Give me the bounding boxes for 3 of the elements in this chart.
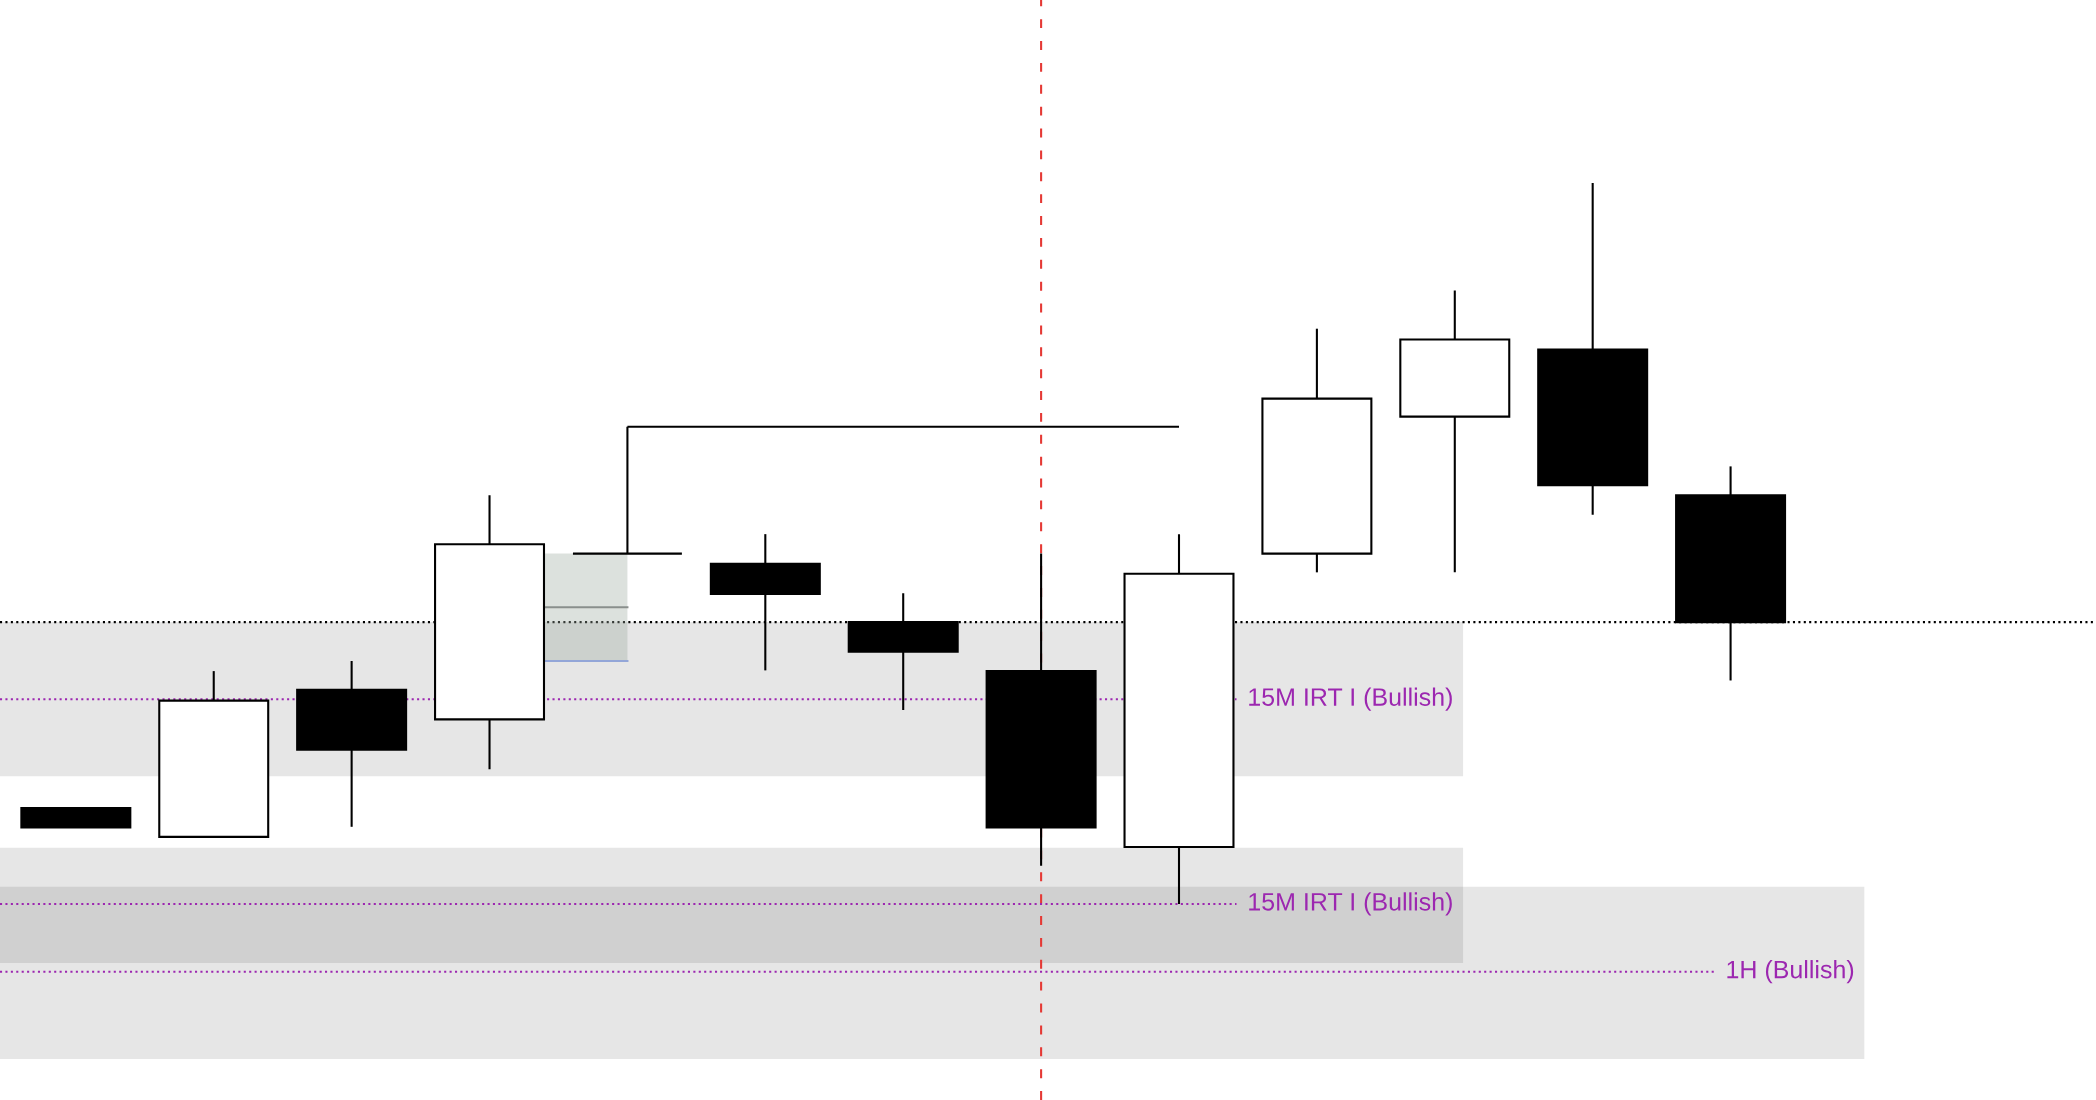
ref-line-label: 15M IRT I (Bullish) xyxy=(1249,892,1452,916)
ref-line-label: 1H (Bullish) xyxy=(1727,960,1854,984)
ref-line-label: 15M IRT I (Bullish) xyxy=(1249,687,1452,711)
